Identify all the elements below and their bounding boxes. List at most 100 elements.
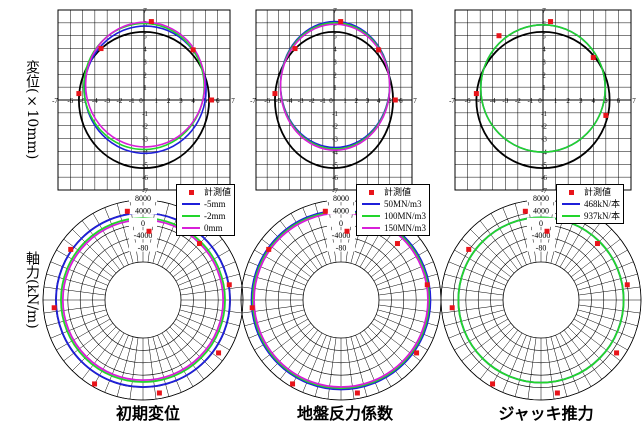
radial-spoke xyxy=(129,337,139,400)
x-tick-label: -3 xyxy=(298,97,304,105)
y-tick-label: 3 xyxy=(542,58,546,66)
measured-point xyxy=(590,55,596,61)
radial-spoke xyxy=(175,249,230,282)
measured-point xyxy=(290,381,296,387)
radial-spoke xyxy=(46,309,107,327)
displacement-axis-label: 変位(×10mm) xyxy=(24,60,40,160)
y-tick-label: -6 xyxy=(142,174,148,182)
y-tick-label: 4 xyxy=(143,46,147,54)
x-tick-label: -6 xyxy=(67,97,73,105)
y-tick-label: -7 xyxy=(142,187,148,195)
r-tick-label: 4000 xyxy=(135,206,151,215)
radial-spoke xyxy=(81,329,121,380)
y-tick-label: 7 xyxy=(143,7,147,15)
y-tick-label: -2 xyxy=(541,123,547,131)
radial-spoke xyxy=(270,229,315,274)
y-tick-label: 2 xyxy=(333,71,337,79)
radial-spoke xyxy=(576,261,634,286)
x-tick-label: 2 xyxy=(167,97,171,105)
radial-spoke xyxy=(479,220,519,271)
displacement-chart-3: -7 -6 -5 -4 -3 -2 -1 1 2 3 4 5 6 7-7-6-5-4-3-2-101234… xyxy=(449,7,636,195)
r-tick-label-bg xyxy=(129,242,157,252)
r-tick-label-bg xyxy=(527,230,555,240)
legend-item-measured: 計測値 xyxy=(180,186,231,198)
legend-item: 100MN/m3 xyxy=(360,210,426,222)
measured-point xyxy=(394,241,400,247)
radial-spoke xyxy=(550,336,568,397)
measured-point xyxy=(376,47,382,53)
y-tick-label: -2 xyxy=(142,123,148,131)
legend-label: 937kN/本 xyxy=(584,211,621,221)
radial-spoke xyxy=(502,207,527,265)
radial-spoke xyxy=(570,322,621,362)
radial-spoke xyxy=(152,336,170,397)
y-tick-label: -2 xyxy=(332,123,338,131)
x-tick-label: -3 xyxy=(104,97,110,105)
r-tick-label: -80 xyxy=(336,244,347,253)
y-tick-label: 4 xyxy=(333,46,337,54)
measured-point xyxy=(322,208,328,214)
legend-label: 計測値 xyxy=(584,187,612,197)
measured-point xyxy=(344,228,350,234)
measured-point xyxy=(148,19,154,25)
r-tick-label-bg xyxy=(129,230,157,240)
measured-point xyxy=(249,305,255,311)
radial-spoke xyxy=(56,249,111,282)
radial-spoke xyxy=(470,229,515,274)
legend-label: 50MN/m3 xyxy=(384,199,422,209)
legend-label: 0mm xyxy=(204,223,223,233)
radial-spoke xyxy=(567,326,612,371)
radial-spoke xyxy=(490,332,523,387)
radial-spoke xyxy=(527,337,537,400)
x-tick-label: 2 xyxy=(355,97,359,105)
radial-spoke xyxy=(514,336,532,397)
x-tick-label: 7 xyxy=(632,97,636,105)
legend-label: -2mm xyxy=(204,211,226,221)
r-tick-label: 0 xyxy=(141,219,145,228)
radial-spoke xyxy=(448,314,506,339)
r-tick-label: 0 xyxy=(539,219,543,228)
x-tick-label: -5 xyxy=(477,97,483,105)
y-tick-label: 7 xyxy=(542,7,546,15)
legend-label: 468kN/本 xyxy=(584,199,621,209)
measured-point xyxy=(226,282,232,288)
measured-point xyxy=(146,228,152,234)
radial-spoke xyxy=(448,261,506,286)
radial-spoke xyxy=(72,326,117,371)
measured-point xyxy=(554,390,560,396)
radial-spoke xyxy=(577,309,638,327)
x-tick-label: 5 xyxy=(388,97,392,105)
y-tick-label: 4 xyxy=(542,46,546,54)
radial-spoke xyxy=(444,273,505,291)
x-tick-label: 2 xyxy=(566,97,570,105)
measured-point xyxy=(51,305,57,311)
measured-point xyxy=(490,381,496,387)
y-tick-label: 1 xyxy=(143,84,147,92)
series-937kN/本-curve xyxy=(479,23,607,153)
measured-point xyxy=(156,390,162,396)
radial-spoke xyxy=(279,329,319,380)
measured-point xyxy=(473,91,479,97)
x-tick-label: 6 xyxy=(216,97,220,105)
radial-spoke xyxy=(178,314,236,339)
radial-spoke xyxy=(175,318,230,351)
measured-point xyxy=(266,246,272,252)
caption-jack-thrust: ジャッキ推力 xyxy=(498,404,594,423)
radial-spoke xyxy=(261,322,312,362)
y-tick-label: 1 xyxy=(542,84,546,92)
r-tick-label: 4000 xyxy=(533,206,549,215)
measured-point xyxy=(496,33,502,39)
legend-label: -5mm xyxy=(204,199,226,209)
legend-label: 100MN/m3 xyxy=(384,211,427,221)
x-tick-label: -7 xyxy=(52,97,58,105)
measured-point xyxy=(614,350,620,356)
radial-spoke xyxy=(470,326,515,371)
radial-spoke xyxy=(444,309,505,327)
x-tick-label: -6 xyxy=(264,97,270,105)
radial-spoke xyxy=(479,329,519,380)
legend-label: 計測値 xyxy=(384,187,412,197)
x-tick-label: -4 xyxy=(92,97,98,105)
r-tick-label: 4000 xyxy=(333,206,349,215)
y-tick-label: 1 xyxy=(333,84,337,92)
radial-spoke xyxy=(578,286,641,296)
